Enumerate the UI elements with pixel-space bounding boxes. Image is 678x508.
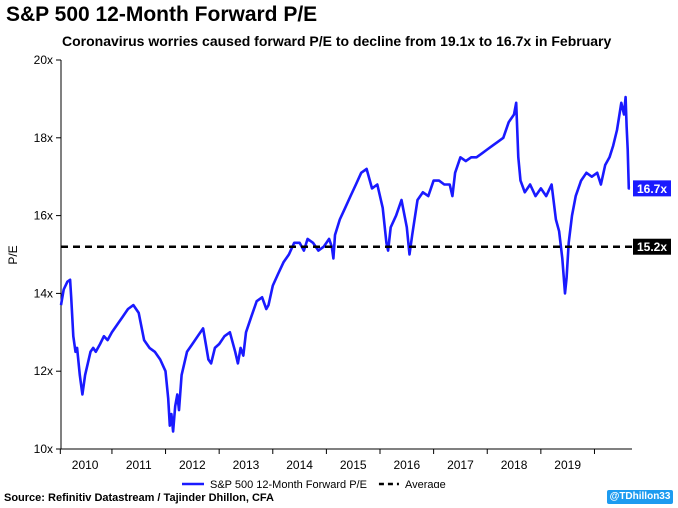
x-tick-label: 2019 <box>554 458 581 472</box>
y-ticks: 10x 12x 14x 16x 18x 20x <box>34 53 61 456</box>
x-tick-label: 2012 <box>179 458 206 472</box>
value-badge <box>633 180 671 197</box>
x-tick-label: 2017 <box>447 458 474 472</box>
x-tick-label: 2015 <box>340 458 367 472</box>
x-tick-label: 2016 <box>393 458 420 472</box>
y-tick-label: 14x <box>34 286 53 300</box>
x-ticks: 2010 2011 2012 2013 2014 2015 2016 2017 2018 2019 <box>59 449 595 472</box>
legend: S&P 500 12-Month Forward P/E Average <box>182 479 446 488</box>
x-tick-label: 2011 <box>126 458 152 472</box>
legend-label-average: Average <box>405 479 446 488</box>
chart-subtitle: Coronavirus worries caused forward P/E t… <box>62 33 612 49</box>
y-tick-label: 20x <box>34 53 53 67</box>
y-tick-label: 12x <box>34 364 53 378</box>
y-tick-label: 10x <box>34 442 53 456</box>
axes <box>60 60 632 450</box>
author-handle[interactable]: @TDhillon33 <box>607 490 673 504</box>
x-tick-label: 2014 <box>286 458 313 472</box>
chart-title: S&P 500 12-Month Forward P/E <box>6 3 318 26</box>
source-note: Source: Refinitiv Datastream / Tajinder … <box>4 492 274 504</box>
x-tick-label: 2010 <box>72 458 99 472</box>
series-group <box>59 95 632 433</box>
value-badge <box>633 238 671 255</box>
y-tick-label: 16x <box>34 209 53 223</box>
value-badge-label: 16.7x <box>637 182 667 196</box>
value-badge-label: 15.2x <box>637 240 667 254</box>
x-tick-label: 2013 <box>233 458 260 472</box>
x-tick-label: 2018 <box>501 458 528 472</box>
annotations-group: 16.7x 15.2x <box>633 180 671 255</box>
series-line-forward-pe <box>59 95 631 433</box>
y-tick-label: 18x <box>34 131 53 145</box>
y-axis-label: P/E <box>6 245 20 264</box>
legend-label-forward-pe: S&P 500 12-Month Forward P/E <box>210 479 367 488</box>
